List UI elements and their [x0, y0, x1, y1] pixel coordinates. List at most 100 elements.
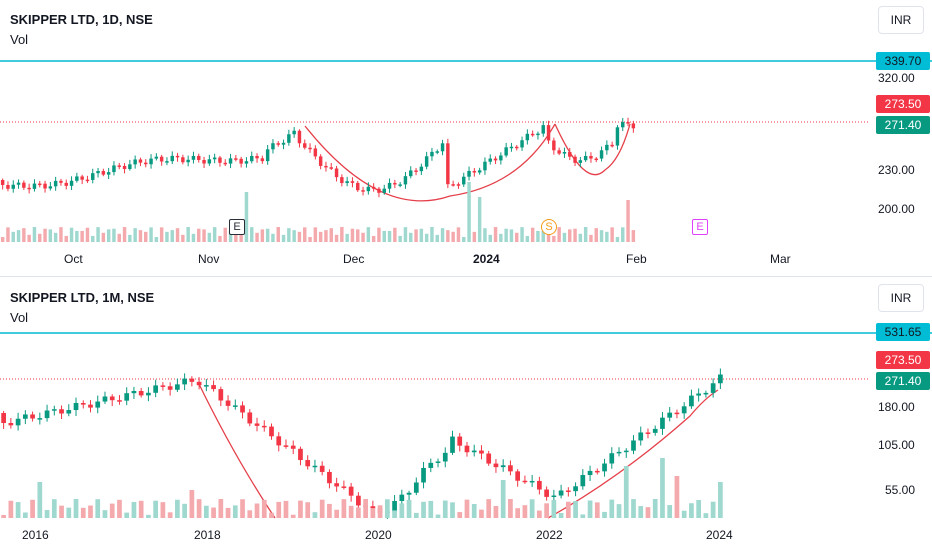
candle	[271, 143, 275, 150]
volume-bar	[59, 227, 63, 242]
candle	[615, 127, 620, 146]
split-event-marker[interactable]: S	[541, 219, 557, 235]
candle	[53, 180, 58, 187]
candle	[223, 162, 227, 165]
candle	[499, 155, 503, 161]
volume-bar	[515, 508, 521, 518]
volume-bar	[48, 229, 53, 242]
volume-bar	[530, 227, 535, 242]
candle	[240, 405, 245, 413]
candle	[22, 182, 26, 188]
candle	[610, 144, 614, 147]
candle	[308, 147, 312, 150]
candle	[43, 183, 47, 189]
volume-bar	[486, 499, 492, 518]
candle	[334, 168, 339, 178]
x-axis-label: 2020	[365, 528, 392, 542]
volume-bar	[626, 200, 630, 242]
candle	[403, 176, 408, 185]
candle	[435, 151, 439, 153]
close-price-tag: 271.40	[876, 116, 930, 134]
volume-bar	[387, 230, 392, 242]
volume-bar	[146, 514, 151, 518]
candle	[413, 482, 419, 493]
volume-bar	[398, 235, 402, 242]
volume-bar	[428, 500, 434, 518]
volume-bar	[580, 514, 586, 518]
volume-bar	[131, 501, 137, 518]
candle	[488, 158, 492, 162]
volume-bar	[450, 502, 455, 518]
volume-bar	[112, 228, 116, 242]
candle	[435, 461, 441, 463]
volume-bar	[446, 230, 450, 242]
volume-bar	[551, 499, 557, 518]
candle	[446, 143, 450, 185]
candle	[696, 393, 702, 396]
volume-bar	[144, 231, 148, 242]
candle	[181, 157, 185, 163]
volume-bar	[133, 228, 137, 242]
cup-pattern-curve	[197, 381, 276, 519]
volume-bar	[718, 482, 723, 518]
candle	[101, 171, 106, 175]
cup-pattern-curve	[304, 123, 556, 202]
volume-bar	[228, 230, 233, 242]
volume-bar	[37, 482, 43, 518]
volume-bar	[102, 510, 108, 518]
candle	[568, 152, 572, 157]
monthly-chart-plot[interactable]	[0, 278, 932, 550]
candle	[109, 396, 115, 401]
volume-bar	[128, 234, 132, 242]
candle	[234, 158, 238, 160]
volume-bar	[298, 500, 303, 518]
candle	[292, 130, 296, 135]
volume-bar	[605, 231, 609, 242]
x-axis-label: 2024	[706, 528, 733, 542]
volume-bar	[138, 230, 143, 242]
candle	[247, 412, 253, 424]
candle	[377, 188, 381, 193]
volume-bar	[377, 505, 383, 518]
candle	[8, 423, 14, 426]
volume-bar	[8, 500, 14, 518]
candle	[202, 159, 206, 164]
currency-button[interactable]: INR	[878, 284, 924, 312]
candle	[544, 489, 549, 497]
volume-bar	[703, 513, 709, 518]
volume-bar	[515, 232, 519, 242]
volume-bar	[583, 227, 588, 242]
volume-bar	[609, 499, 615, 518]
volume-bar	[159, 227, 164, 242]
upcoming-earnings-marker[interactable]: E	[692, 219, 708, 235]
volume-bar	[696, 500, 702, 518]
candle	[477, 170, 482, 173]
daily-chart-plot[interactable]	[0, 0, 932, 274]
volume-bar	[80, 230, 84, 242]
volume-bar	[594, 502, 600, 518]
volume-bar	[51, 499, 57, 518]
volume-bar	[203, 505, 209, 518]
volume-bar	[399, 503, 405, 518]
earnings-event-marker[interactable]: E	[229, 219, 245, 235]
y-axis-label: 55.00	[885, 483, 916, 497]
candle	[638, 432, 644, 441]
volume-bar	[202, 229, 206, 242]
volume-bar	[0, 237, 5, 242]
volume-bar	[255, 232, 259, 242]
currency-button[interactable]: INR	[878, 6, 924, 34]
volume-bar	[509, 229, 514, 242]
volume-bar	[211, 507, 216, 518]
candle	[552, 140, 556, 151]
candle	[479, 450, 484, 454]
volume-bar	[361, 232, 365, 242]
volume-bar	[363, 499, 368, 518]
volume-bar	[348, 505, 354, 518]
candle	[406, 492, 412, 495]
candle	[718, 374, 723, 384]
candle	[370, 506, 376, 509]
candle	[196, 381, 202, 386]
volume-bar	[424, 233, 429, 242]
volume-bar	[106, 229, 111, 242]
candle	[153, 385, 159, 393]
